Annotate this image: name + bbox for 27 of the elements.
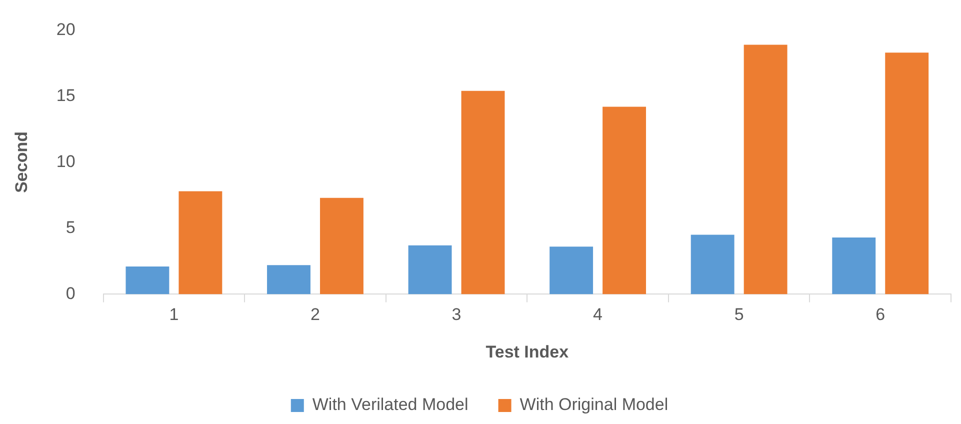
- y-tick-label: 5: [66, 218, 76, 237]
- x-tick-label: 6: [876, 305, 886, 324]
- x-tick-label: 4: [593, 305, 603, 324]
- bar: [320, 198, 364, 294]
- bar: [267, 265, 310, 294]
- bar: [744, 44, 788, 294]
- x-tick-label: 3: [452, 305, 462, 324]
- x-tick-label: 1: [169, 305, 179, 324]
- bar: [126, 266, 170, 294]
- legend-label: With Verilated Model: [312, 395, 468, 414]
- y-tick-label: 15: [56, 86, 76, 105]
- bar: [602, 106, 646, 294]
- bar: [550, 246, 594, 294]
- y-axis-title: Second: [12, 131, 31, 193]
- x-tick-label: 5: [734, 305, 744, 324]
- bar: [690, 234, 734, 294]
- legend-label: With Original Model: [520, 395, 668, 414]
- bar: [408, 245, 452, 294]
- x-axis-title: Test Index: [486, 342, 570, 362]
- x-tick-label: 2: [310, 305, 320, 324]
- bar: [461, 90, 505, 294]
- bar: [885, 52, 929, 294]
- y-tick-label: 0: [66, 284, 76, 303]
- y-tick-label: 10: [56, 152, 76, 171]
- y-tick-label: 20: [56, 20, 76, 39]
- bar: [832, 237, 876, 294]
- bar: [178, 191, 222, 294]
